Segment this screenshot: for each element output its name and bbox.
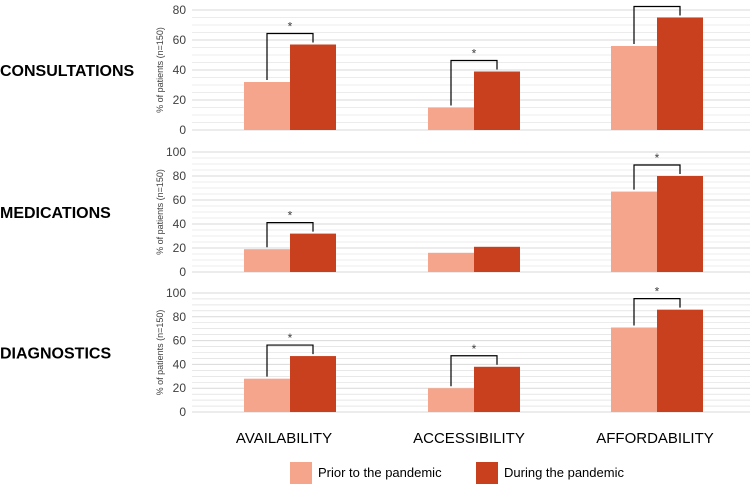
legend-label-prior: Prior to the pandemic (318, 465, 442, 480)
category-label-availability: AVAILABILITY (236, 430, 332, 447)
y-axis-title: % of patients (n=150) (155, 27, 165, 113)
y-tick-label: 60 (173, 33, 187, 47)
significance-star: * (655, 285, 660, 299)
bar-during-availability (290, 44, 336, 130)
legend-label-during: During the pandemic (504, 465, 624, 480)
chart-panels: 0 20 40 60 80 % of patients (n=150) CONSULTATI… (0, 0, 750, 419)
significance-bracket (633, 298, 681, 326)
legend-swatch-prior (290, 462, 312, 484)
y-tick-label: 40 (173, 217, 187, 231)
y-tick-label: 0 (179, 405, 186, 419)
category-label-affordability: AFFORDABILITY (596, 430, 714, 447)
row-label-medications: MEDICATIONS (0, 205, 111, 222)
bar-prior-availability (244, 378, 290, 412)
bar-during-availability (290, 233, 336, 272)
panel-consultations: 0 20 40 60 80 % of patients (n=150) CONSULTATI… (0, 0, 750, 137)
bar-prior-affordability (611, 191, 657, 272)
y-tick-label: 80 (173, 169, 187, 183)
row-label-diagnostics: DIAGNOSTICS (0, 346, 111, 363)
y-tick-label: 20 (173, 241, 187, 255)
legend: Prior to the pandemic During the pandemi… (290, 462, 624, 484)
y-tick-label: 60 (173, 334, 187, 348)
bar-during-affordability (657, 309, 703, 412)
significance-star: * (472, 342, 477, 356)
y-tick-label: 0 (179, 123, 186, 137)
bar-prior-affordability (611, 327, 657, 412)
y-tick-label: 100 (166, 286, 186, 300)
significance-star: * (288, 209, 293, 223)
significance-bracket (450, 355, 498, 387)
bar-during-affordability (657, 176, 703, 272)
bar-prior-accessibility (428, 252, 474, 272)
significance-star: * (655, 151, 660, 165)
row-label-consultations: CONSULTATIONS (0, 63, 135, 80)
y-tick-label: 80 (173, 310, 187, 324)
category-axis-labels: AVAILABILITY ACCESSIBILITY AFFORDABILITY (236, 430, 714, 447)
bar-during-availability (290, 356, 336, 412)
significance-bracket (633, 164, 681, 190)
bar-prior-accessibility (428, 388, 474, 412)
y-tick-label: 20 (173, 93, 187, 107)
significance-bracket (266, 32, 314, 80)
bar-during-accessibility (474, 71, 520, 130)
y-tick-label: 20 (173, 381, 187, 395)
significance-bracket (266, 344, 314, 377)
significance-star: * (288, 20, 293, 34)
category-label-accessibility: ACCESSIBILITY (413, 430, 525, 447)
significance-bracket (633, 5, 681, 44)
significance-star: * (288, 331, 293, 345)
bar-prior-affordability (611, 46, 657, 130)
bar-during-accessibility (474, 246, 520, 272)
bar-during-affordability (657, 17, 703, 130)
significance-star: * (655, 0, 660, 7)
significance-bracket (450, 59, 498, 106)
significance-bracket (266, 222, 314, 248)
panel-diagnostics: 0 20 40 60 80 100% of patients (n=150) DIAGNOS… (0, 285, 750, 419)
y-tick-label: 0 (179, 265, 186, 279)
legend-swatch-during (476, 462, 498, 484)
y-tick-label: 40 (173, 63, 187, 77)
y-axis-title: % of patients (n=150) (155, 310, 165, 396)
bar-prior-accessibility (428, 107, 474, 130)
y-tick-label: 60 (173, 193, 187, 207)
bar-prior-availability (244, 249, 290, 272)
y-tick-label: 80 (173, 3, 187, 17)
y-tick-label: 100 (166, 145, 186, 159)
panel-medications: 0 20 40 60 80 100% of patients (n=150) MEDICAT… (0, 145, 750, 279)
y-axis-title: % of patients (n=150) (155, 169, 165, 255)
y-tick-label: 40 (173, 357, 187, 371)
bar-during-accessibility (474, 366, 520, 412)
significance-star: * (472, 47, 477, 61)
bar-prior-availability (244, 82, 290, 130)
